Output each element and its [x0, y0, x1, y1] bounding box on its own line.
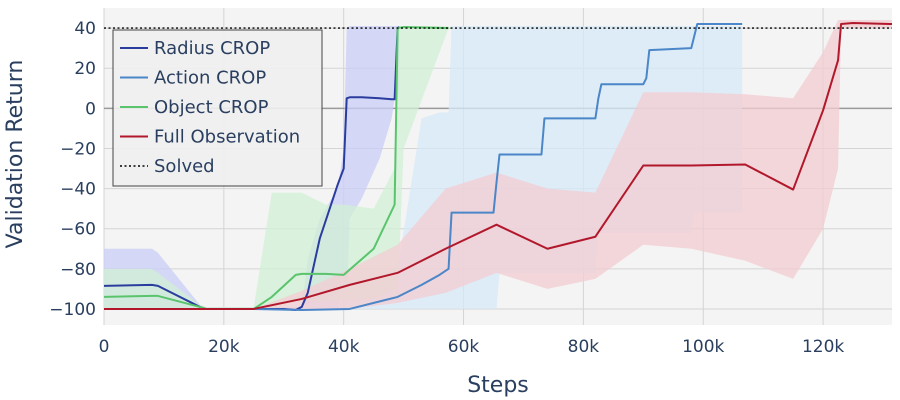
y-tick-label: −60	[60, 220, 96, 240]
legend-label: Full Observation	[154, 127, 300, 148]
y-tick-label: −20	[60, 139, 96, 159]
y-tick-label: 40	[74, 19, 96, 39]
y-tick-label: −100	[49, 300, 96, 320]
series-lines	[103, 22, 893, 311]
x-tick-label: 0	[99, 337, 110, 357]
x-tick-label: 20k	[208, 337, 240, 357]
x-tick-label: 80k	[568, 337, 600, 357]
line-object-crop	[103, 26, 449, 310]
y-tick-label: 0	[85, 99, 96, 119]
legend-label: Radius CROP	[154, 38, 270, 59]
band-object-crop	[104, 26, 449, 309]
line-action-crop	[253, 23, 743, 311]
x-tick-label: 60k	[448, 337, 480, 357]
legend-label: Object CROP	[154, 97, 269, 118]
x-tick-label: 100k	[682, 337, 724, 357]
y-tick-label: −40	[60, 180, 96, 200]
legend-label: Solved	[154, 156, 215, 177]
legend-label: Action CROP	[154, 68, 266, 89]
legend: Radius CROP Action CROP Object CROP Full Ob…	[112, 29, 323, 187]
band-full-observation	[104, 20, 892, 309]
x-axis-title: Steps	[467, 373, 529, 398]
line-full-observation	[104, 22, 893, 310]
x-tick-label: 40k	[328, 337, 360, 357]
x-tick-label: 120k	[802, 337, 844, 357]
y-axis-title: Validation Return	[3, 60, 28, 249]
x-tick-labels: 0 20k 40k 60k 80k 100k 120k	[99, 337, 845, 357]
y-tick-label: 20	[74, 59, 96, 79]
y-tick-label: −80	[60, 260, 96, 280]
y-tick-labels: −100 −80 −60 −40 −20 0 20 40	[49, 19, 96, 320]
